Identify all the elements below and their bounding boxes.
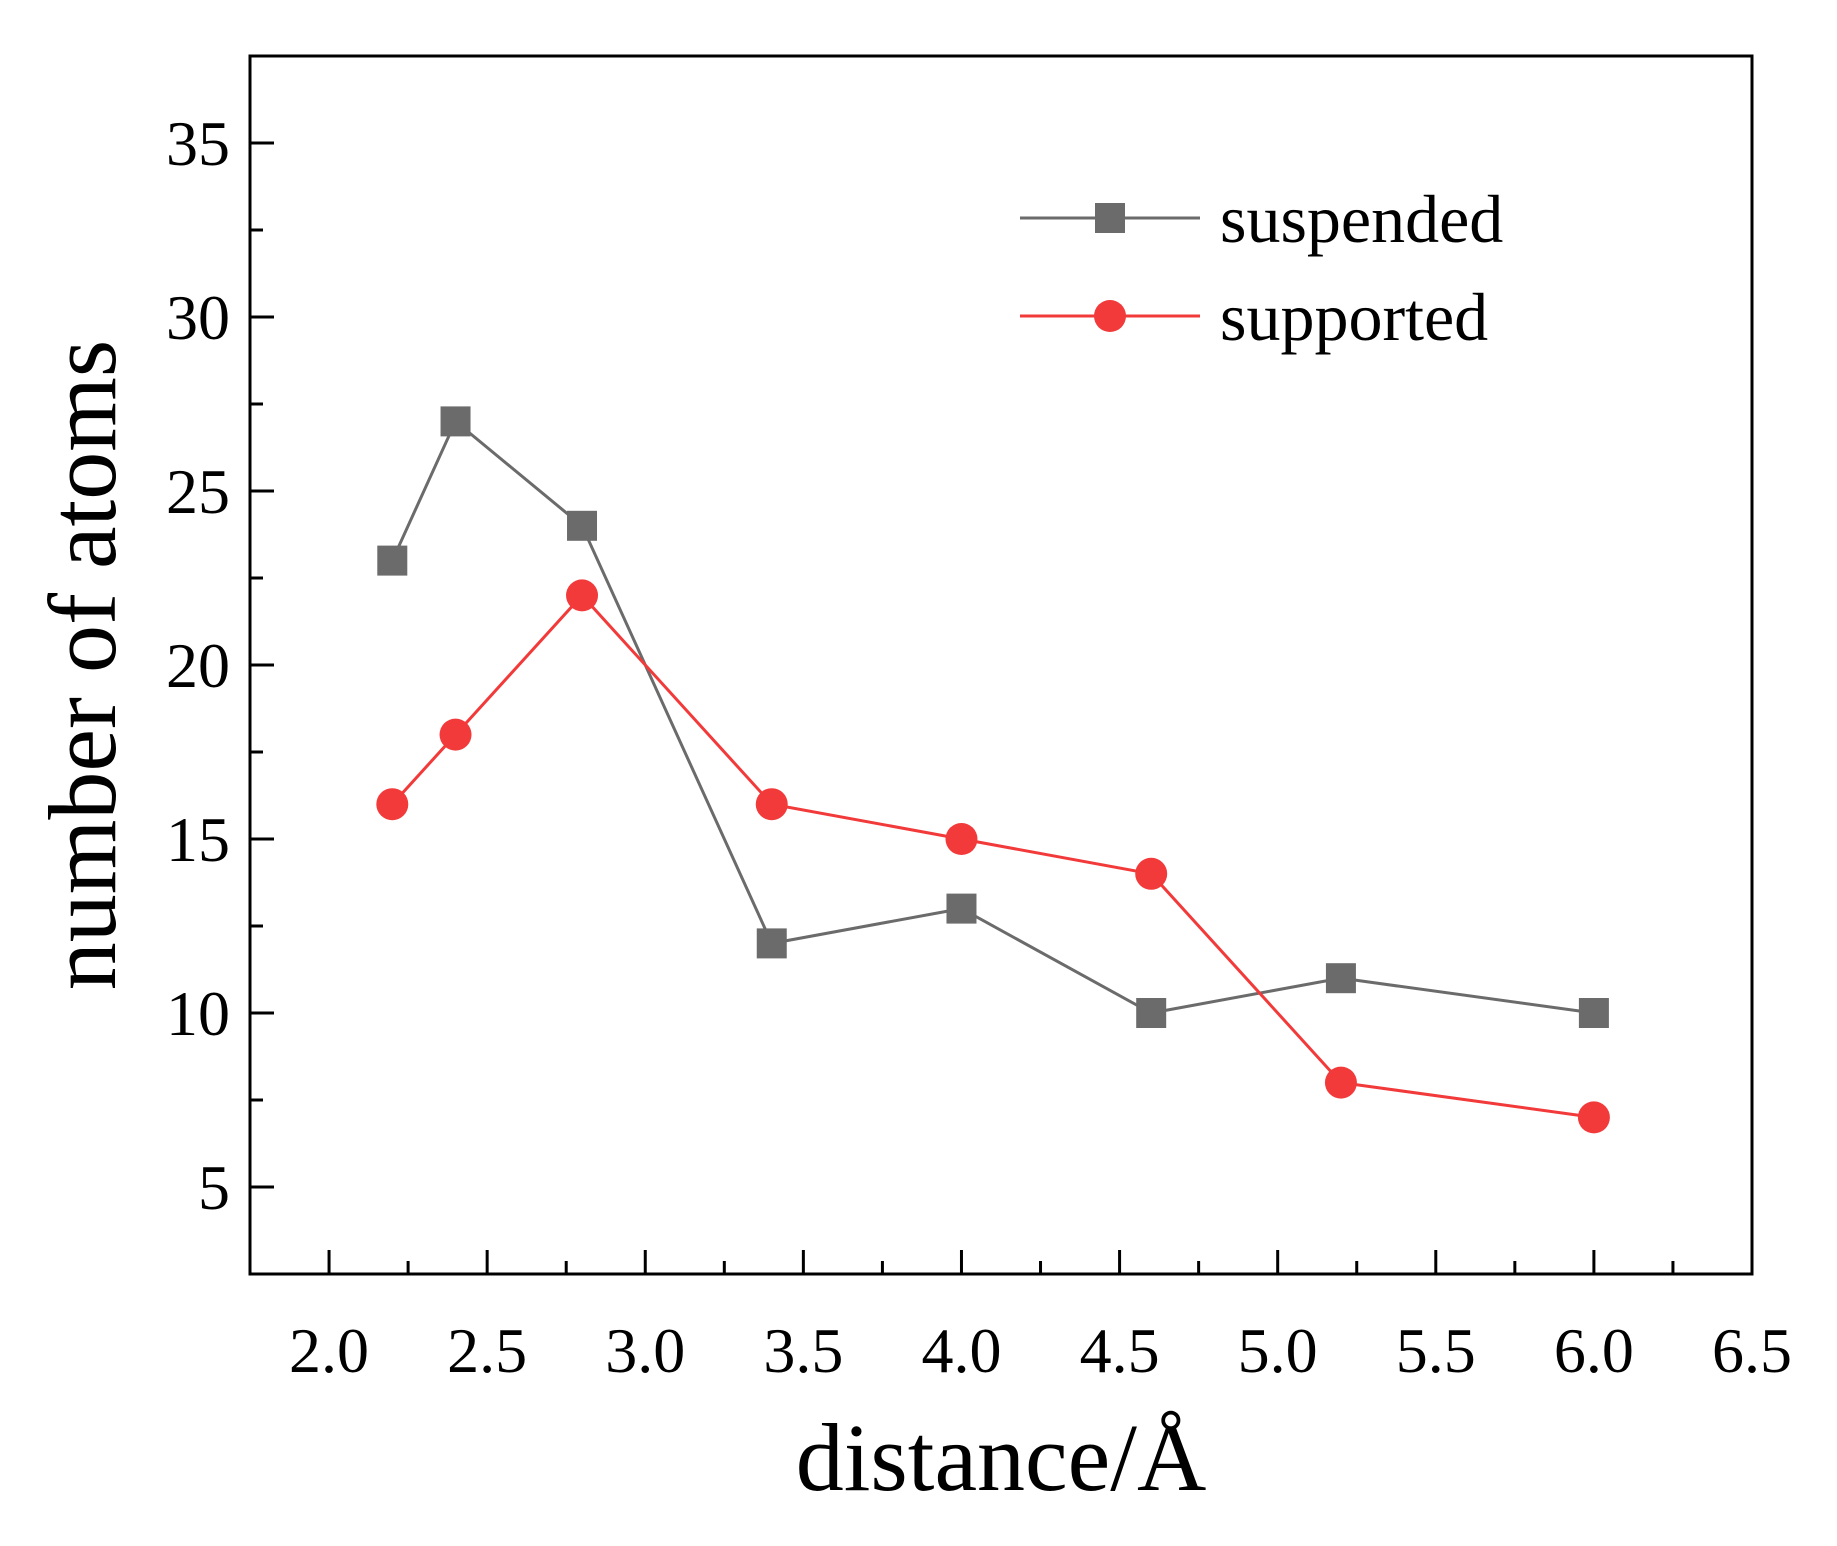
legend-item-supported: supported xyxy=(1020,279,1488,355)
series-layer xyxy=(376,406,1610,1134)
data-point-supported xyxy=(1324,1066,1357,1099)
legend-label-suspended: suspended xyxy=(1220,181,1503,257)
data-point-suspended xyxy=(1325,963,1356,994)
y-tick-label: 25 xyxy=(166,456,230,527)
ticks-layer: 2.0 2.5 3.0 3.5 4.0 4.5 5.0 5.5 6.0 6.5 5 10 15 20 25 3… xyxy=(166,108,1792,1386)
x-tick-label: 6.0 xyxy=(1554,1315,1634,1386)
data-point-supported xyxy=(1577,1101,1610,1134)
x-axis-label: distance/Å xyxy=(796,1404,1207,1511)
data-point-supported xyxy=(439,718,472,751)
legend-marker-suspended xyxy=(1095,203,1125,233)
y-tick-label: 15 xyxy=(166,804,230,875)
data-point-supported xyxy=(755,788,788,821)
series-supported xyxy=(376,579,1610,1134)
y-tick-label: 20 xyxy=(166,630,230,701)
y-tick-label: 5 xyxy=(198,1152,230,1223)
x-tick-label: 3.5 xyxy=(763,1315,843,1386)
series-line-supported xyxy=(391,593,1595,1119)
series-line-suspended xyxy=(390,418,1595,1015)
data-point-suspended xyxy=(1136,998,1167,1028)
legend-label-supported: supported xyxy=(1220,279,1488,355)
data-point-supported xyxy=(1135,857,1168,890)
legend-marker-supported xyxy=(1094,300,1126,332)
data-point-suspended xyxy=(756,928,787,959)
y-tick-label: 35 xyxy=(166,108,230,179)
x-tick-label: 2.5 xyxy=(447,1315,527,1386)
y-tick-label: 10 xyxy=(166,978,230,1049)
x-tick-label: 4.0 xyxy=(921,1315,1001,1386)
data-point-supported xyxy=(566,579,599,612)
x-tick-label: 6.5 xyxy=(1712,1315,1792,1386)
data-point-suspended xyxy=(1578,998,1609,1028)
y-tick-label: 30 xyxy=(166,282,230,353)
x-tick-label: 2.0 xyxy=(289,1315,369,1386)
data-point-supported xyxy=(945,823,978,855)
data-point-supported xyxy=(376,788,409,821)
y-axis-label: number of atoms xyxy=(29,340,136,991)
data-point-suspended xyxy=(946,893,977,924)
data-point-suspended xyxy=(377,545,408,576)
legend: suspended supported xyxy=(1020,181,1503,355)
plot-frame xyxy=(248,54,1754,1276)
data-point-suspended xyxy=(567,510,598,541)
x-tick-label: 5.0 xyxy=(1238,1315,1318,1386)
legend-item-suspended: suspended xyxy=(1020,181,1503,257)
x-tick-label: 5.5 xyxy=(1396,1315,1476,1386)
x-tick-label: 3.0 xyxy=(605,1315,685,1386)
series-suspended xyxy=(377,406,1609,1028)
data-point-suspended xyxy=(440,406,471,437)
x-tick-label: 4.5 xyxy=(1080,1315,1160,1386)
